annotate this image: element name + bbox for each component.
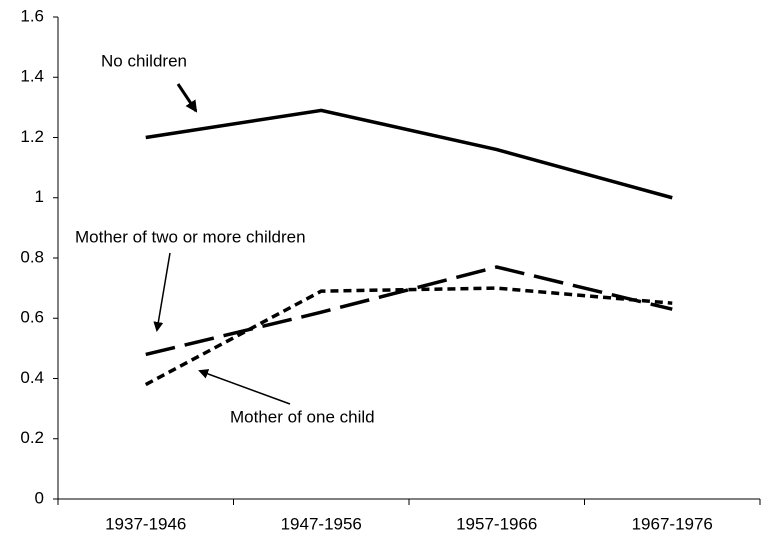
y-tick-label: 0.6 — [20, 308, 44, 327]
y-tick-label: 1.2 — [20, 127, 44, 146]
arrow — [198, 369, 291, 405]
y-tick-label: 0.4 — [20, 368, 44, 387]
annotation: No children — [101, 51, 187, 70]
y-tick-label: 0.8 — [20, 247, 44, 266]
annotations: No children Mother of two or more childr… — [75, 51, 375, 426]
series-line — [145, 265, 673, 357]
series-line — [144, 286, 673, 387]
x-tick-label: 1967-1976 — [632, 514, 713, 533]
y-tick-label: 1.4 — [20, 67, 44, 86]
y-tick-label: 1.6 — [20, 6, 44, 25]
arrow — [153, 252, 171, 332]
series-line — [145, 108, 673, 200]
y-tick-label: 0 — [35, 488, 44, 507]
y-tick-label: 1 — [35, 187, 44, 206]
x-tick-label: 1957-1966 — [456, 514, 537, 533]
x-tick-label: 1937-1946 — [105, 514, 186, 533]
annotation: Mother of two or more children — [75, 227, 306, 246]
annotation: Mother of one child — [230, 407, 375, 426]
arrow — [176, 83, 198, 113]
y-tick-label: 0.2 — [20, 428, 44, 447]
x-tick-label: 1947-1956 — [281, 514, 362, 533]
